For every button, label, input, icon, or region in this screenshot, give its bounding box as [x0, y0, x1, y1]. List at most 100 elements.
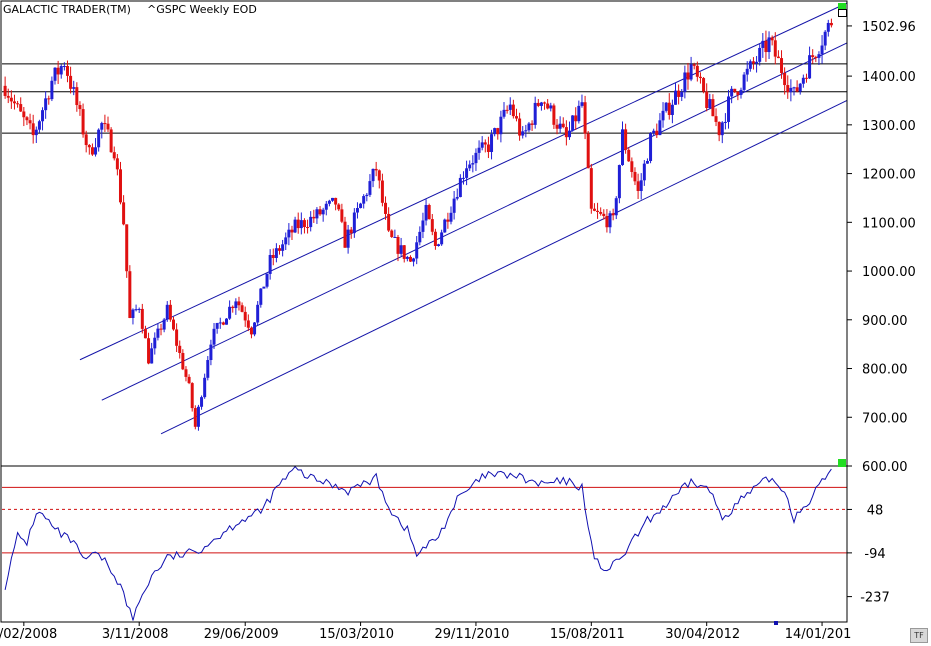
price-bar-body [153, 337, 157, 349]
x-tick-label: 3/11/2008 [102, 627, 169, 642]
price-bar [505, 105, 509, 114]
price-bar [374, 161, 378, 177]
price-bar [596, 202, 600, 219]
price-bar-body [246, 320, 250, 328]
oscillator-tick-label: 48 [867, 503, 884, 518]
price-bar [543, 101, 547, 110]
oscillator-tick-label: -94 [864, 547, 885, 562]
price-bar [237, 296, 241, 311]
price-bar-body [674, 90, 678, 105]
price-bar-body [683, 72, 687, 92]
price-bar [695, 61, 699, 82]
price-bar [122, 195, 126, 226]
price-bar-body [424, 205, 428, 221]
x-tick-label: 29/11/2010 [434, 627, 509, 642]
price-bar [53, 67, 57, 85]
price-bar-body [218, 322, 222, 324]
price-bar-body [396, 236, 400, 254]
panel-resize-box[interactable] [838, 9, 847, 17]
price-bar-body [53, 67, 57, 81]
price-bar [387, 207, 391, 233]
price-bar [511, 99, 515, 119]
trend-channel-line [160, 100, 848, 435]
price-bar-body [377, 170, 381, 181]
price-bar-body [655, 130, 659, 136]
price-bar [720, 121, 724, 144]
price-bar [786, 75, 790, 99]
price-bar [153, 332, 157, 355]
price-bar [231, 305, 235, 313]
price-bar-body [334, 197, 338, 205]
price-bar-body [137, 308, 141, 310]
price-bar [408, 255, 412, 262]
price-bar-body [826, 22, 830, 32]
price-bar [125, 224, 129, 278]
price-bar-body [801, 77, 805, 84]
price-bar [427, 203, 431, 220]
price-bar-body [561, 123, 565, 128]
price-bar-body [231, 306, 235, 309]
price-bar-body [387, 213, 391, 231]
price-bar-body [823, 31, 827, 46]
price-bar [418, 226, 422, 246]
price-bar-body [309, 216, 313, 228]
price-bar [508, 97, 512, 115]
price-bar-body [440, 232, 444, 245]
price-bar [758, 43, 762, 66]
price-bar [670, 99, 674, 124]
price-bar [299, 212, 303, 235]
price-bar [764, 30, 768, 62]
price-bar-body [727, 96, 731, 122]
price-bar-body [140, 308, 144, 329]
price-bar [633, 167, 637, 186]
price-bar-body [614, 198, 618, 216]
price-bar-body [290, 229, 294, 233]
price-bar [243, 306, 247, 327]
price-bar-body [296, 219, 300, 229]
price-bar-body [90, 147, 94, 155]
price-bar [549, 102, 553, 112]
price-bar [284, 232, 288, 250]
price-bar [702, 77, 706, 94]
price-bar-body [278, 248, 282, 251]
price-bar-body [380, 180, 384, 203]
price-bar [56, 60, 60, 84]
price-bar [776, 50, 780, 59]
x-tick-label: 18/02/2008 [0, 627, 57, 642]
y-tick-label: 700.00 [862, 411, 908, 426]
price-bar [206, 356, 210, 381]
price-bar-body [293, 219, 297, 233]
price-bar-body [237, 301, 241, 306]
price-bar-body [196, 406, 200, 427]
price-bar-body [427, 205, 431, 220]
price-bar-body [94, 147, 98, 155]
price-bar [171, 316, 175, 331]
price-bar [452, 190, 456, 220]
price-bar-body [16, 103, 20, 105]
price-bar [773, 32, 777, 65]
timeframe-badge[interactable]: TF [910, 628, 928, 643]
price-bar-body [324, 203, 328, 210]
price-bar [639, 173, 643, 200]
price-bar-body [455, 197, 459, 199]
price-bar-body [667, 102, 671, 115]
y-tick-label: 600.00 [862, 460, 908, 475]
price-bar-body [620, 129, 624, 166]
price-bar-body [652, 130, 656, 134]
price-bar [649, 132, 653, 164]
oscillator-series-line [4, 465, 832, 621]
price-bar [645, 158, 649, 164]
price-bar [471, 155, 475, 173]
last-bar-marker [774, 621, 778, 625]
price-bar-body [814, 57, 818, 59]
price-bar-body [193, 408, 197, 427]
price-bar [614, 196, 618, 220]
price-bar-body [302, 220, 306, 228]
price-bar [9, 90, 13, 109]
price-bar [296, 212, 300, 234]
price-bar-body [480, 142, 484, 148]
price-bar [22, 106, 26, 127]
price-bar-body [505, 109, 509, 111]
price-bar [717, 121, 721, 142]
